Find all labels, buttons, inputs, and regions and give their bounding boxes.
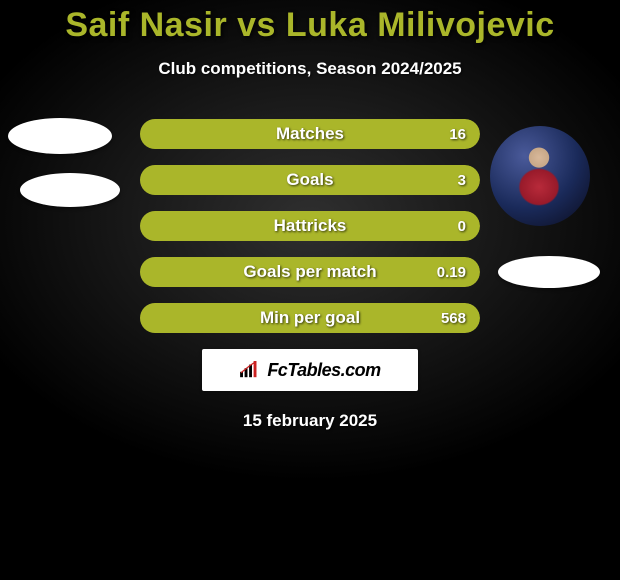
- source-logo: FcTables.com: [202, 349, 418, 391]
- source-logo-text: FcTables.com: [267, 360, 380, 381]
- stat-value-right: 0.19: [437, 264, 466, 281]
- stat-value-right: 16: [449, 126, 466, 143]
- comparison-subtitle: Club competitions, Season 2024/2025: [0, 59, 620, 79]
- stat-label: Hattricks: [274, 216, 347, 236]
- stat-value-right: 568: [441, 310, 466, 327]
- bar-chart-icon: [239, 361, 261, 379]
- stat-row: Min per goal 568: [140, 303, 480, 333]
- stat-row: Goals 3: [140, 165, 480, 195]
- stat-label: Min per goal: [260, 308, 360, 328]
- stat-row: Hattricks 0: [140, 211, 480, 241]
- stat-label: Goals: [286, 170, 333, 190]
- snapshot-date: 15 february 2025: [0, 411, 620, 431]
- comparison-title: Saif Nasir vs Luka Milivojevic: [0, 6, 620, 45]
- stat-label: Goals per match: [243, 262, 376, 282]
- stat-row: Goals per match 0.19: [140, 257, 480, 287]
- stat-label: Matches: [276, 124, 344, 144]
- stat-row: Matches 16: [140, 119, 480, 149]
- stat-value-right: 0: [458, 218, 466, 235]
- stats-container: Matches 16 Goals 3 Hattricks 0 Goals per match…: [140, 119, 480, 333]
- stat-value-right: 3: [458, 172, 466, 189]
